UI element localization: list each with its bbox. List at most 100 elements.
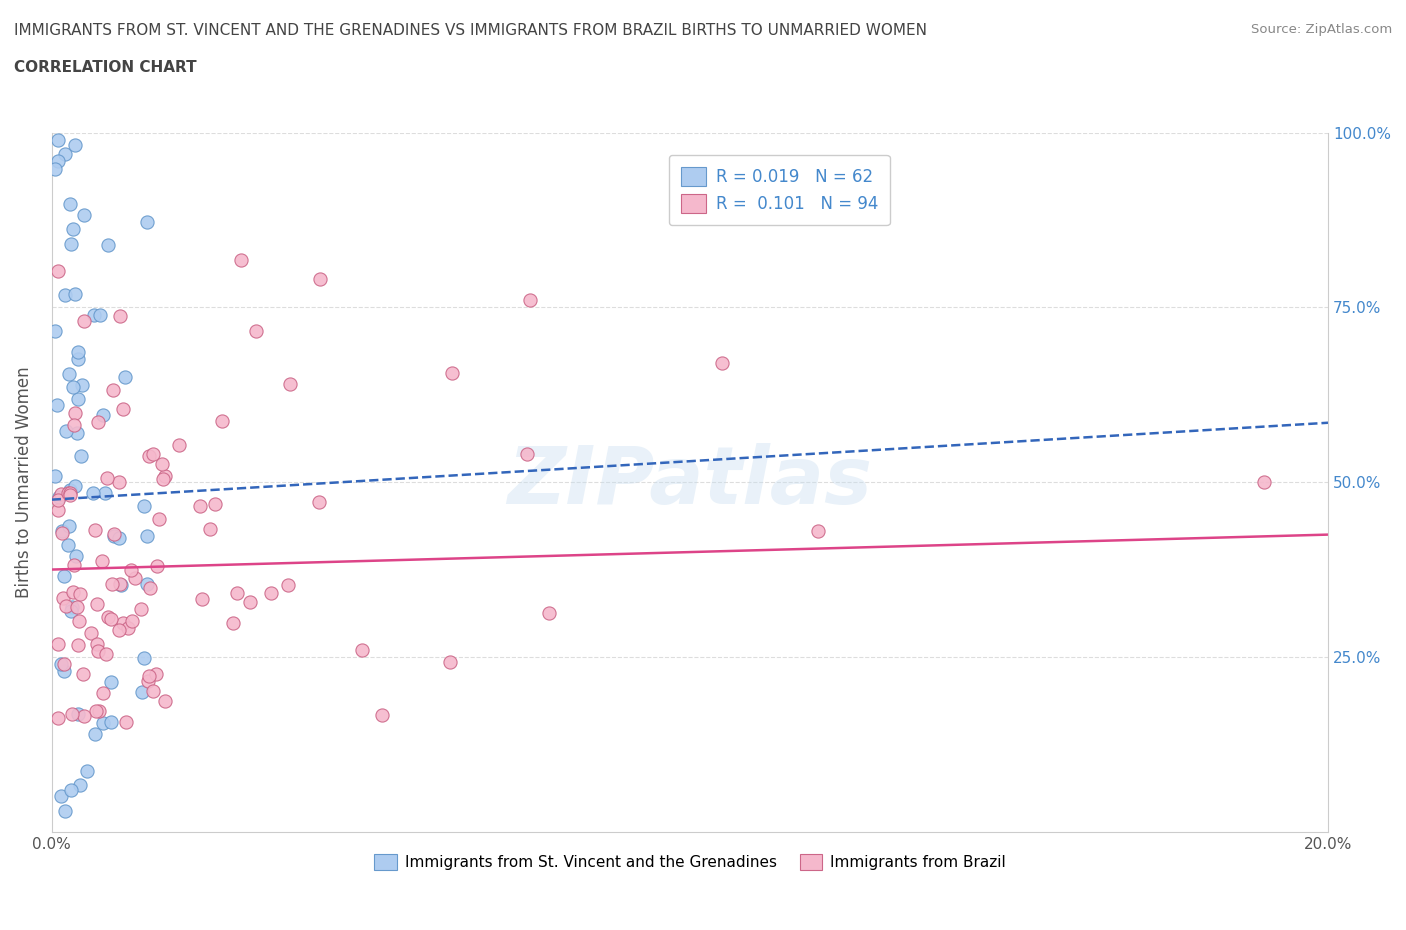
Point [103,526,125,541]
Point [260,586,283,601]
Point [132,650,155,665]
Point [69,586,91,601]
Point [69,777,91,792]
Point [51,525,73,540]
Point [103,528,125,543]
Point [46,637,69,652]
Point [66,392,89,406]
Point [371,708,394,723]
Point [63,286,86,301]
Point [114,369,136,384]
Point [111,616,134,631]
Point [108,622,131,637]
Point [52,664,75,679]
Point [132,498,155,513]
Point [107,474,129,489]
Point [108,309,131,324]
Point [806,524,828,538]
Point [124,571,146,586]
Point [46,153,69,168]
Point [59,196,82,211]
Point [51,487,73,502]
Point [111,402,134,417]
Point [60,600,83,615]
Point [65,426,87,441]
Point [136,577,159,591]
Point [97,238,120,253]
Point [66,638,89,653]
Point [70,449,93,464]
Point [66,600,89,615]
Point [55,423,77,438]
Point [51,524,73,538]
Point [59,485,82,500]
Point [710,356,733,371]
Point [73,207,96,222]
Point [308,272,330,286]
Text: IMMIGRANTS FROM ST. VINCENT AND THE GRENADINES VS IMMIGRANTS FROM BRAZIL BIRTHS : IMMIGRANTS FROM ST. VINCENT AND THE GREN… [14,23,927,38]
Point [136,673,159,688]
Point [440,365,463,380]
Legend: Immigrants from St. Vincent and the Grenadines, Immigrants from Brazil: Immigrants from St. Vincent and the Gren… [368,848,1012,877]
Point [188,498,211,513]
Point [167,438,190,453]
Point [131,684,153,699]
Point [58,485,80,500]
Point [55,598,77,613]
Point [58,519,80,534]
Point [76,764,98,778]
Point [155,469,177,484]
Point [91,716,114,731]
Point [66,706,89,721]
Text: CORRELATION CHART: CORRELATION CHART [14,60,197,75]
Point [129,601,152,616]
Point [190,591,212,606]
Point [100,674,122,689]
Text: Source: ZipAtlas.com: Source: ZipAtlas.com [1251,23,1392,36]
Point [101,382,124,397]
Point [110,578,132,592]
Point [108,576,131,591]
Point [145,667,167,682]
Point [150,457,173,472]
Point [136,528,159,543]
Point [59,237,82,252]
Point [97,610,120,625]
Point [211,413,233,428]
Point [62,584,84,599]
Point [44,161,66,176]
Point [94,646,117,661]
Y-axis label: Births to Unmarried Women: Births to Unmarried Women [15,366,32,598]
Point [138,449,160,464]
Point [83,307,105,322]
Point [139,580,162,595]
Point [73,313,96,328]
Point [516,446,538,461]
Point [53,146,76,161]
Point [46,398,69,413]
Point [70,378,93,392]
Point [93,407,115,422]
Point [63,558,86,573]
Point [231,252,253,267]
Point [245,324,267,339]
Point [46,493,69,508]
Point [53,568,76,583]
Point [225,586,247,601]
Point [58,483,80,498]
Point [352,643,374,658]
Point [86,596,108,611]
Point [86,636,108,651]
Text: ZIPatlas: ZIPatlas [508,444,873,521]
Point [87,415,110,430]
Point [87,703,110,718]
Point [277,578,299,592]
Point [60,604,83,618]
Point [96,471,118,485]
Point [73,709,96,724]
Point [148,512,170,526]
Point [117,620,139,635]
Point [84,727,107,742]
Point [136,214,159,229]
Point [63,138,86,153]
